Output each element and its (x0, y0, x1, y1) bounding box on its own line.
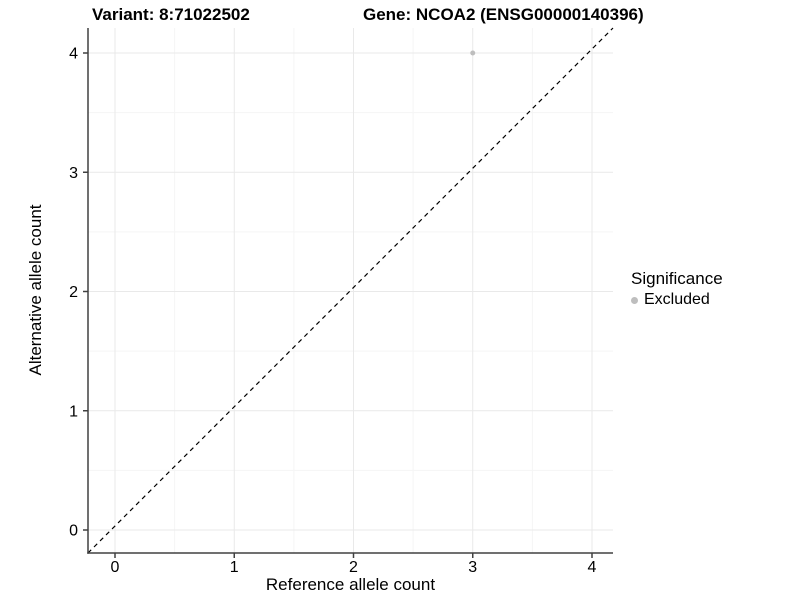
x-tick-label: 1 (230, 559, 239, 576)
identity-dashed-line (87, 27, 614, 554)
legend-title: Significance (631, 269, 723, 288)
y-tick-label: 1 (69, 403, 78, 420)
y-axis-label: Alternative allele count (26, 204, 45, 376)
y-tick-label: 0 (69, 523, 78, 540)
legend-item-label: Excluded (644, 291, 710, 308)
x-tick-label: 3 (468, 559, 477, 576)
y-tick-label: 4 (69, 46, 78, 63)
y-tick-label: 3 (69, 165, 78, 182)
plot-title-gene: Gene: NCOA2 (ENSG00000140396) (363, 5, 644, 24)
x-tick-label: 4 (588, 559, 597, 576)
y-tick-label: 2 (69, 284, 78, 301)
x-axis-label: Reference allele count (265, 575, 436, 594)
legend-item-excluded: Excluded (631, 291, 723, 309)
data-point (470, 50, 476, 56)
plot-title-variant: Variant: 8:71022502 (92, 5, 250, 24)
excluded-marker-icon (631, 296, 638, 304)
legend: Significance Excluded (631, 269, 723, 309)
x-tick-label: 2 (349, 559, 358, 576)
x-tick-label: 0 (111, 559, 120, 576)
